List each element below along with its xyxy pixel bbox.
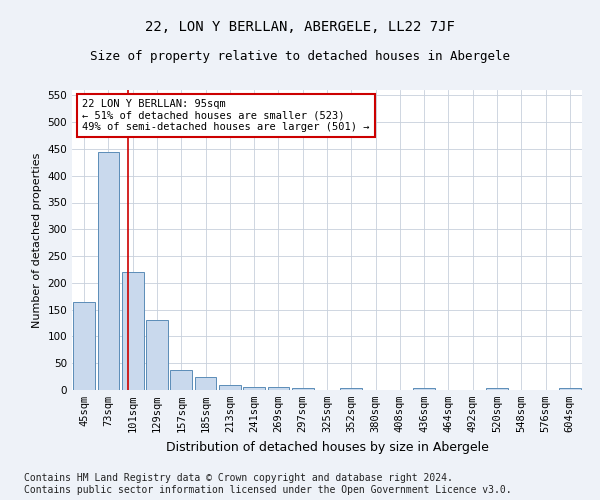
Text: Size of property relative to detached houses in Abergele: Size of property relative to detached ho… — [90, 50, 510, 63]
Bar — [413, 388, 435, 390]
Bar — [292, 388, 314, 390]
Bar — [73, 302, 95, 390]
Bar — [268, 388, 289, 390]
Bar — [170, 370, 192, 390]
Bar — [340, 388, 362, 390]
Bar — [194, 376, 217, 390]
Text: Contains HM Land Registry data © Crown copyright and database right 2024.
Contai: Contains HM Land Registry data © Crown c… — [24, 474, 512, 495]
Bar — [486, 388, 508, 390]
Bar — [559, 388, 581, 390]
Text: 22 LON Y BERLLAN: 95sqm
← 51% of detached houses are smaller (523)
49% of semi-d: 22 LON Y BERLLAN: 95sqm ← 51% of detache… — [82, 99, 370, 132]
Bar — [97, 152, 119, 390]
Bar — [122, 272, 143, 390]
Y-axis label: Number of detached properties: Number of detached properties — [32, 152, 42, 328]
Bar — [243, 388, 265, 390]
Text: 22, LON Y BERLLAN, ABERGELE, LL22 7JF: 22, LON Y BERLLAN, ABERGELE, LL22 7JF — [145, 20, 455, 34]
Bar — [146, 320, 168, 390]
X-axis label: Distribution of detached houses by size in Abergele: Distribution of detached houses by size … — [166, 440, 488, 454]
Bar — [219, 384, 241, 390]
